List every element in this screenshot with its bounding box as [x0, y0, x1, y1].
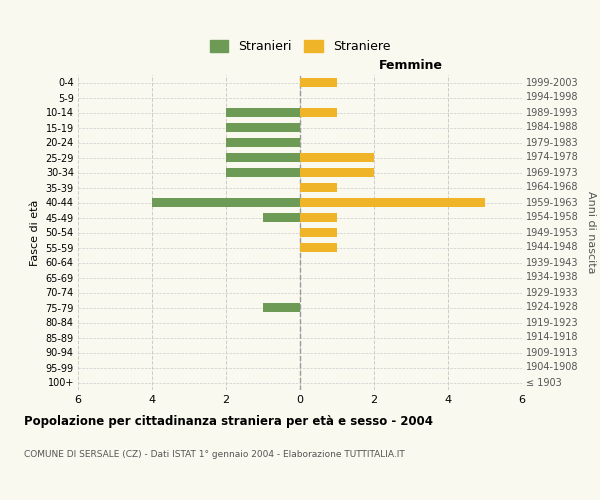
Bar — [300, 108, 337, 117]
Y-axis label: Fasce di età: Fasce di età — [30, 200, 40, 266]
Bar — [300, 198, 485, 207]
Bar — [263, 303, 300, 312]
Bar — [226, 153, 300, 162]
Text: 1934-1938: 1934-1938 — [526, 272, 578, 282]
Bar — [226, 168, 300, 177]
Bar — [300, 243, 337, 252]
Bar — [300, 78, 337, 87]
Bar — [263, 213, 300, 222]
Text: 1989-1993: 1989-1993 — [526, 108, 578, 118]
Text: 1959-1963: 1959-1963 — [526, 198, 578, 207]
Text: COMUNE DI SERSALE (CZ) - Dati ISTAT 1° gennaio 2004 - Elaborazione TUTTITALIA.IT: COMUNE DI SERSALE (CZ) - Dati ISTAT 1° g… — [24, 450, 405, 459]
Text: 1944-1948: 1944-1948 — [526, 242, 578, 252]
Bar — [226, 108, 300, 117]
Bar — [152, 198, 300, 207]
Text: ≤ 1903: ≤ 1903 — [526, 378, 562, 388]
Text: 1929-1933: 1929-1933 — [526, 288, 578, 298]
Text: 1909-1913: 1909-1913 — [526, 348, 578, 358]
Text: 1914-1918: 1914-1918 — [526, 332, 578, 342]
Bar — [300, 183, 337, 192]
Legend: Stranieri, Straniere: Stranieri, Straniere — [209, 40, 391, 54]
Text: 1919-1923: 1919-1923 — [526, 318, 578, 328]
Text: 1949-1953: 1949-1953 — [526, 228, 578, 237]
Text: 1904-1908: 1904-1908 — [526, 362, 578, 372]
Text: 1984-1988: 1984-1988 — [526, 122, 578, 132]
Text: 1999-2003: 1999-2003 — [526, 78, 578, 88]
Text: Anni di nascita: Anni di nascita — [586, 191, 596, 274]
Text: Femmine: Femmine — [379, 59, 443, 72]
Text: 1974-1978: 1974-1978 — [526, 152, 578, 162]
Text: Popolazione per cittadinanza straniera per età e sesso - 2004: Popolazione per cittadinanza straniera p… — [24, 415, 433, 428]
Text: 1954-1958: 1954-1958 — [526, 212, 578, 222]
Bar — [300, 213, 337, 222]
Bar — [300, 228, 337, 237]
Bar — [226, 138, 300, 147]
Text: 1979-1983: 1979-1983 — [526, 138, 578, 147]
Bar — [300, 168, 374, 177]
Text: 1924-1928: 1924-1928 — [526, 302, 578, 312]
Text: 1969-1973: 1969-1973 — [526, 168, 578, 177]
Bar — [300, 153, 374, 162]
Text: 1939-1943: 1939-1943 — [526, 258, 578, 268]
Text: 1964-1968: 1964-1968 — [526, 182, 578, 192]
Text: 1994-1998: 1994-1998 — [526, 92, 578, 102]
Bar — [226, 123, 300, 132]
